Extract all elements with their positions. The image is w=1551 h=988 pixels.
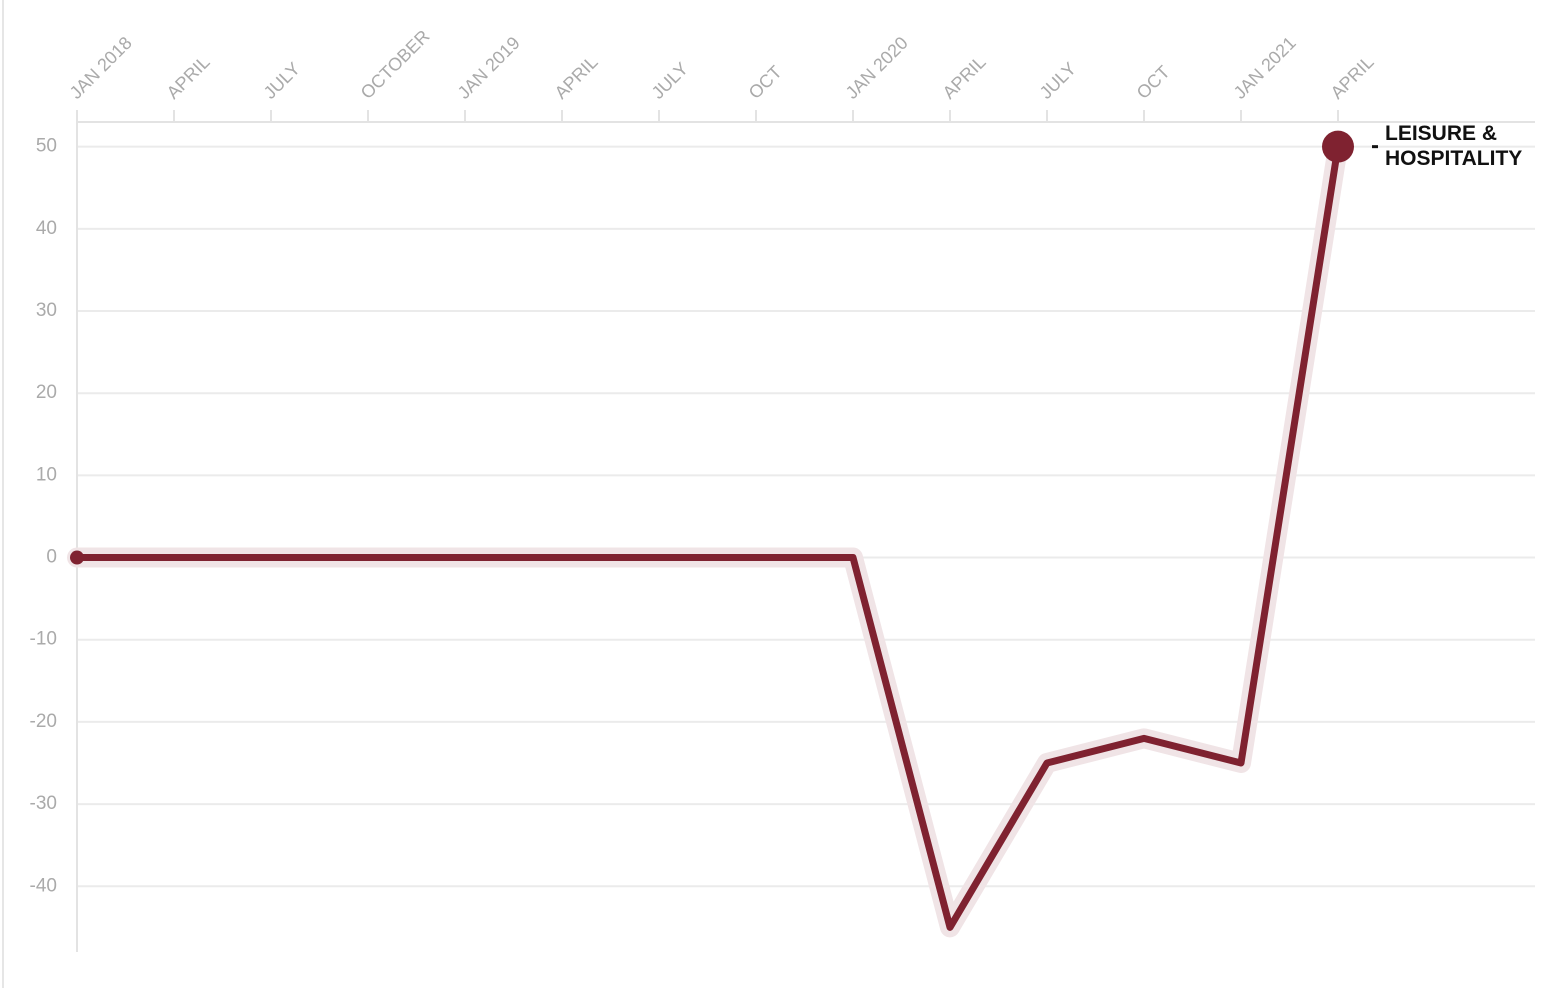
x-tick-label: APRIL bbox=[939, 52, 990, 103]
y-tick-label: 20 bbox=[36, 382, 57, 403]
series-label: LEISURE & HOSPITALITY bbox=[1385, 122, 1523, 170]
x-tick-label: JAN 2019 bbox=[454, 33, 524, 103]
x-tick-label: JULY bbox=[260, 59, 304, 103]
x-tick-label: JULY bbox=[1036, 59, 1080, 103]
x-tick-label: OCT bbox=[745, 62, 786, 103]
x-tick-label: APRIL bbox=[163, 52, 214, 103]
x-tick-label: OCTOBER bbox=[357, 26, 434, 103]
y-tick-label: 0 bbox=[46, 547, 57, 568]
y-tick-label: 50 bbox=[36, 136, 57, 157]
y-tick-label: -30 bbox=[30, 793, 57, 814]
x-tick-label: JULY bbox=[648, 59, 692, 103]
line bbox=[77, 146, 1342, 931]
x-tick-label: APRIL bbox=[551, 52, 602, 103]
x-tick-label: OCT bbox=[1133, 62, 1174, 103]
start-dot bbox=[70, 550, 84, 565]
x-tick-label: JAN 2020 bbox=[842, 33, 912, 103]
y-tick-label: 30 bbox=[36, 300, 57, 321]
y-tick-label: 10 bbox=[36, 464, 57, 485]
y-tick-label: -20 bbox=[30, 711, 57, 732]
x-tick-label: JAN 2018 bbox=[66, 33, 136, 103]
x-tick-label: JAN 2021 bbox=[1230, 33, 1300, 103]
y-tick-label: -40 bbox=[30, 875, 57, 896]
x-tick-label: APRIL bbox=[1327, 52, 1378, 103]
end-dot bbox=[1322, 130, 1354, 163]
line-halo bbox=[67, 136, 1348, 938]
y-tick-label: -10 bbox=[30, 629, 57, 650]
y-tick-label: 40 bbox=[36, 218, 57, 239]
